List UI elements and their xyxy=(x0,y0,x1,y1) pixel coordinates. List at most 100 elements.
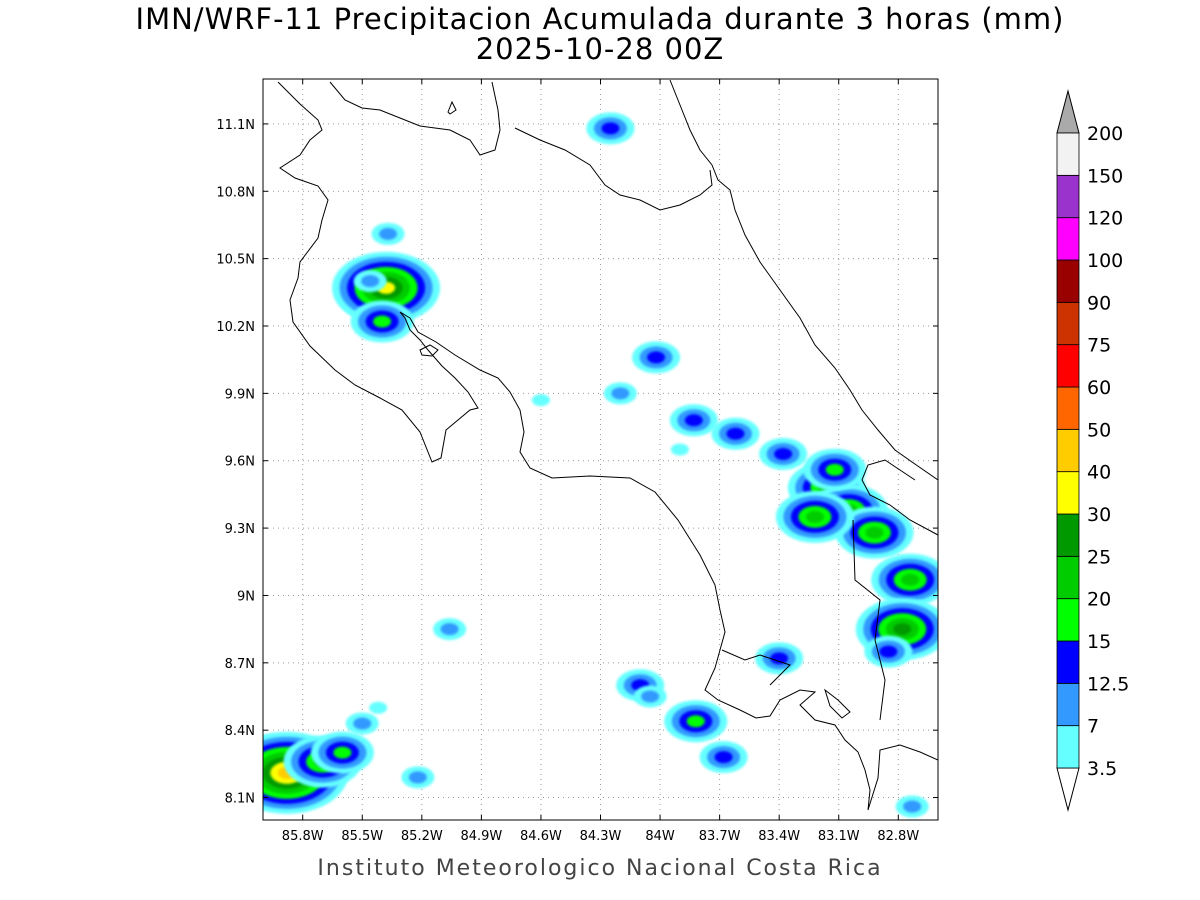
colorbar: 3.5 7 12.5 15 20 25 30 40 50 60 75 90 100 120 150 200 xyxy=(1056,89,1129,812)
colorbar-label: 25 xyxy=(1087,546,1111,568)
colorbar-swatch xyxy=(1056,725,1080,769)
precip-cell-level-1 xyxy=(611,387,630,400)
precip-cell-level-2 xyxy=(647,351,666,364)
precip-cell-level-2 xyxy=(770,652,789,665)
island-lake xyxy=(447,100,457,115)
osa-peninsula xyxy=(721,649,791,686)
colorbar-label: 75 xyxy=(1087,335,1111,357)
lon-tick-label: 84.9W xyxy=(460,829,502,844)
axis-ticks: 11.1N 10.8N 10.5N 10.2N 9.9N 9.6N 9.3N 9N 8.7N 8.… xyxy=(216,79,938,844)
precip-cell-level-1 xyxy=(361,275,380,288)
colorbar-swatch xyxy=(1056,174,1080,219)
colorbar-swatch xyxy=(1056,555,1080,600)
lon-tick-label: 83.4W xyxy=(758,829,800,844)
colorbar-label: 20 xyxy=(1087,589,1111,611)
precip-cell-level-1 xyxy=(440,623,459,636)
lat-tick-label: 9.3N xyxy=(225,522,255,537)
precip-cell-level-0 xyxy=(369,701,388,714)
colorbar-label: 150 xyxy=(1087,165,1123,187)
colorbar-swatch xyxy=(1056,471,1080,515)
lat-tick-label: 9.6N xyxy=(225,455,255,470)
precip-cell-level-3 xyxy=(686,715,705,728)
coastline-north xyxy=(277,81,938,811)
lat-tick-label: 10.2N xyxy=(216,320,255,335)
lat-tick-label: 9N xyxy=(237,589,255,604)
coastline-sanjuan xyxy=(514,127,713,211)
coastline-layer xyxy=(277,79,938,811)
colorbar-label: 7 xyxy=(1087,716,1099,738)
precip-cell-level-4 xyxy=(901,573,920,586)
colorbar-top-arrow xyxy=(1056,89,1080,134)
precip-cell-level-0 xyxy=(531,394,550,407)
precip-cell-level-3 xyxy=(373,315,392,328)
precip-cell-level-2 xyxy=(714,751,733,764)
colorbar-swatch xyxy=(1056,428,1080,473)
colorbar-swatch xyxy=(1056,259,1080,303)
lat-tick-label: 8.4N xyxy=(225,724,255,739)
colorbar-swatch xyxy=(1056,301,1080,346)
lat-tick-label: 9.9N xyxy=(225,387,255,402)
colorbar-label: 100 xyxy=(1087,250,1123,272)
colorbar-label: 90 xyxy=(1087,292,1111,314)
precip-cell-level-4 xyxy=(805,510,824,523)
colorbar-label: 12.5 xyxy=(1087,673,1129,695)
colorbar-swatch xyxy=(1056,132,1080,176)
lon-tick-label: 83.7W xyxy=(699,829,741,844)
gulf-dulce xyxy=(824,688,851,719)
lat-tick-label: 10.5N xyxy=(216,253,255,268)
precip-cell-level-2 xyxy=(601,122,620,135)
colorbar-swatch xyxy=(1056,640,1080,684)
precip-cell-level-2 xyxy=(684,414,703,427)
map-title: IMN/WRF-11 Precipitacion Acumulada duran… xyxy=(135,2,1065,36)
footer-credit: Instituto Meteorologico Nacional Costa R… xyxy=(317,856,883,881)
border-panama xyxy=(861,459,938,536)
precip-cell-level-2 xyxy=(774,447,793,460)
colorbar-swatch xyxy=(1056,386,1080,430)
colorbar-swatch xyxy=(1056,344,1080,388)
precip-cell-level-1 xyxy=(408,771,427,784)
lat-tick-label: 10.8N xyxy=(216,185,255,200)
colorbar-label: 50 xyxy=(1087,419,1111,441)
precip-cell-level-0 xyxy=(670,443,689,456)
colorbar-label: 30 xyxy=(1087,504,1111,526)
island-chira xyxy=(419,344,439,357)
precip-cell-level-5 xyxy=(893,623,912,636)
lon-tick-label: 84.3W xyxy=(580,829,622,844)
coastline-lake xyxy=(329,81,501,156)
lon-tick-label: 84.6W xyxy=(520,829,562,844)
lat-tick-label: 11.1N xyxy=(216,118,255,133)
colorbar-label: 120 xyxy=(1087,208,1123,230)
precip-cell-level-1 xyxy=(379,227,398,240)
precip-cell-level-1 xyxy=(353,717,372,730)
lon-tick-label: 84W xyxy=(645,829,675,844)
colorbar-swatch xyxy=(1056,513,1080,557)
colorbar-label: 40 xyxy=(1087,462,1111,484)
precip-cell-level-2 xyxy=(726,427,745,440)
coastline-caribbean xyxy=(669,79,938,481)
lon-tick-label: 85.8W xyxy=(282,829,324,844)
lat-tick-label: 8.7N xyxy=(225,657,255,672)
precip-cell-level-1 xyxy=(903,800,922,813)
lon-tick-label: 83.1W xyxy=(818,829,860,844)
colorbar-swatch xyxy=(1056,598,1080,642)
colorbar-label: 60 xyxy=(1087,377,1111,399)
precip-cell-level-2 xyxy=(879,645,898,658)
colorbar-swatch xyxy=(1056,217,1080,261)
precipitation-layer xyxy=(263,112,938,818)
precip-cell-level-3 xyxy=(333,746,352,759)
precip-cell-level-1 xyxy=(641,690,660,703)
map-subtitle-datetime: 2025-10-28 00Z xyxy=(475,32,725,66)
lon-tick-label: 82.8W xyxy=(877,829,919,844)
lon-tick-label: 85.5W xyxy=(341,829,383,844)
colorbar-bottom-arrow xyxy=(1056,767,1080,812)
border-panama-south xyxy=(852,519,886,721)
colorbar-swatch xyxy=(1056,682,1080,727)
colorbar-label: 15 xyxy=(1087,631,1111,653)
colorbar-label: 200 xyxy=(1087,123,1123,145)
precip-cell-level-4 xyxy=(865,526,884,539)
lon-tick-label: 85.2W xyxy=(401,829,443,844)
colorbar-label: 3.5 xyxy=(1087,758,1117,780)
precip-cell-level-3 xyxy=(825,463,844,476)
lat-tick-label: 8.1N xyxy=(225,792,255,807)
